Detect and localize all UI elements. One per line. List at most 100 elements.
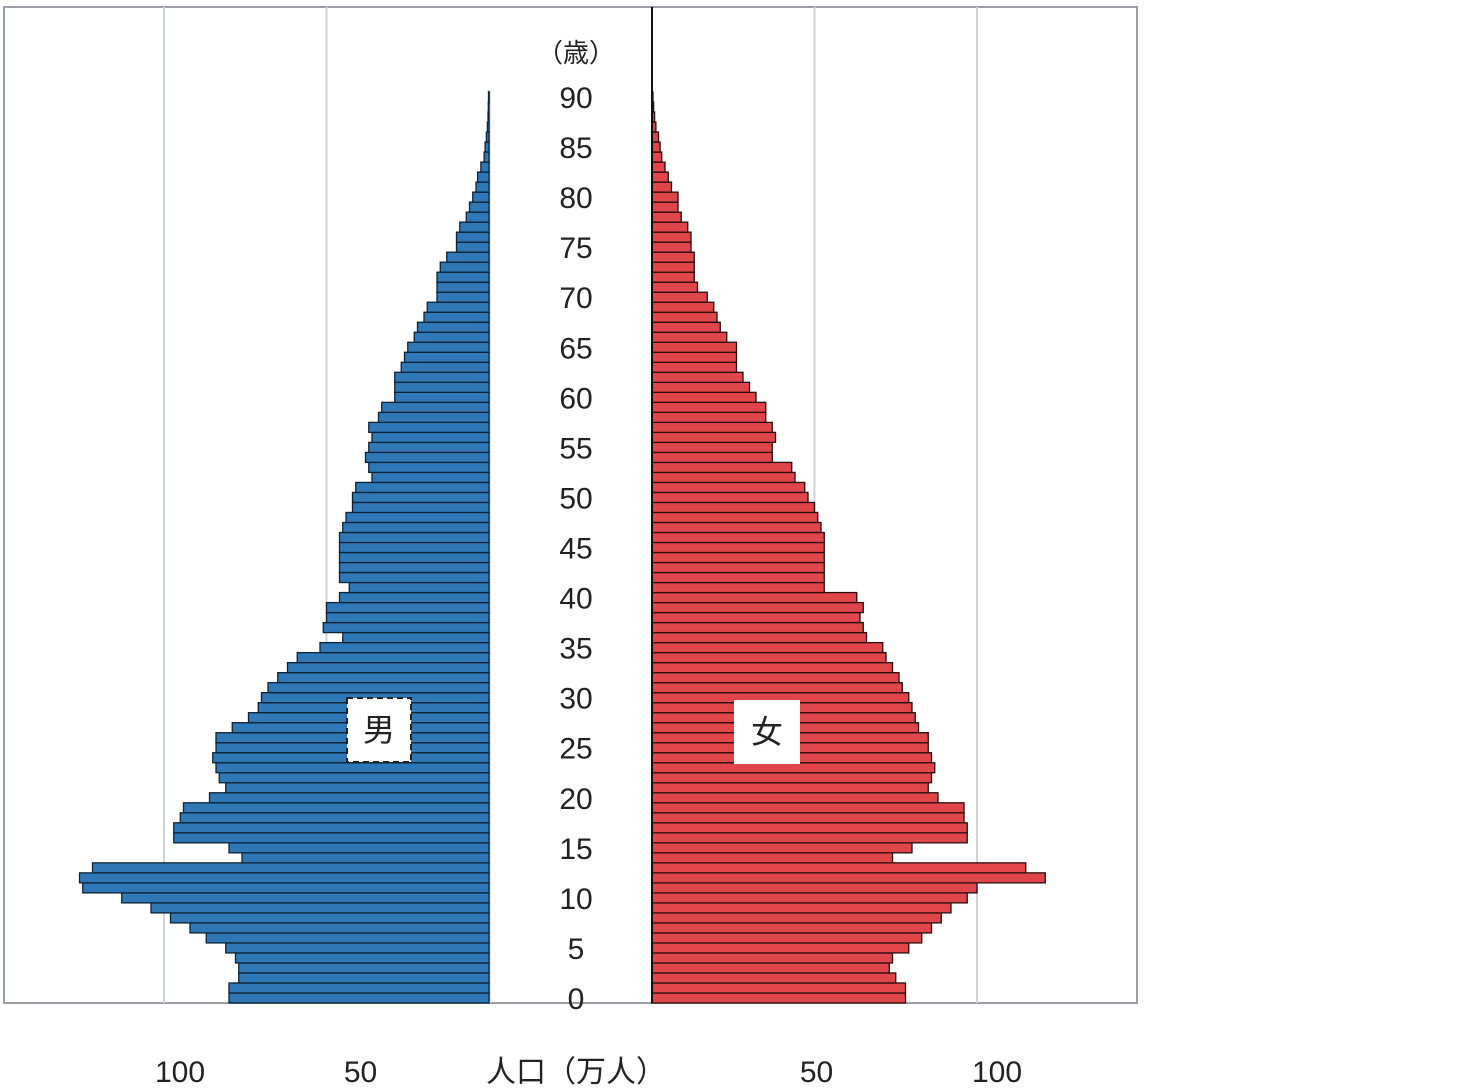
age-tick-25: 25 <box>559 733 592 766</box>
male-bar-age-17 <box>173 822 490 834</box>
female-bar-age-64 <box>651 351 738 363</box>
female-bar-age-79 <box>651 201 679 213</box>
female-bar-age-13 <box>651 862 1027 874</box>
female-bar-age-69 <box>651 301 715 313</box>
female-bar-age-58 <box>651 411 767 424</box>
female-bar-age-14 <box>651 852 894 864</box>
male-bar-age-18 <box>179 812 490 824</box>
female-bar-age-66 <box>651 331 728 343</box>
male-bar-age-51 <box>355 481 490 494</box>
male-bar-age-64 <box>403 351 490 363</box>
male-label: 男 <box>363 711 395 749</box>
male-bar-age-14 <box>241 852 490 864</box>
female-bar-age-6 <box>651 932 923 944</box>
female-bar-age-8 <box>651 912 942 924</box>
male-bar-age-3 <box>238 962 490 974</box>
female-bar-age-37 <box>651 621 864 634</box>
male-bars <box>78 91 490 1004</box>
male-bar-age-71 <box>436 281 490 293</box>
female-bar-age-83 <box>651 161 666 173</box>
plot-frame <box>3 6 1138 1004</box>
female-bar-age-44 <box>651 551 825 564</box>
male-bar-age-50 <box>351 491 490 504</box>
female-bar-age-73 <box>651 261 695 273</box>
female-bar-age-16 <box>651 832 968 844</box>
y-unit-label: （歳） <box>537 39 615 69</box>
female-bar-age-71 <box>651 281 699 293</box>
male-bar-age-60 <box>394 391 490 403</box>
male-bar-age-22 <box>218 772 490 784</box>
female-bar-age-60 <box>651 391 757 403</box>
age-tick-20: 20 <box>559 783 592 816</box>
male-bar-age-34 <box>296 651 490 664</box>
male-bar-age-32 <box>277 671 490 684</box>
male-bar-age-81 <box>475 181 490 193</box>
female-bar-age-43 <box>651 561 825 574</box>
female-bar-age-5 <box>651 942 910 954</box>
female-bar-age-78 <box>651 211 682 223</box>
x-tick-female-100: 100 <box>972 1056 1022 1089</box>
female-bar-age-7 <box>651 922 933 934</box>
female-bar-age-9 <box>651 902 952 914</box>
male-bar-age-23 <box>215 762 490 774</box>
male-bar-age-72 <box>436 271 490 283</box>
male-bar-age-38 <box>325 611 490 624</box>
female-bar-age-41 <box>651 581 825 594</box>
female-bar-age-22 <box>651 772 933 784</box>
x-axis-title: 人口（万人） <box>486 1055 666 1090</box>
male-bar-age-15 <box>228 842 490 854</box>
female-bar-age-39 <box>651 601 864 614</box>
age-tick-45: 45 <box>559 533 592 566</box>
male-bar-age-70 <box>436 291 490 303</box>
female-bar-age-65 <box>651 341 738 353</box>
male-bar-age-47 <box>342 521 490 534</box>
male-bar-age-48 <box>345 511 490 524</box>
male-bar-age-13 <box>91 862 490 874</box>
female-bar-age-10 <box>651 892 968 904</box>
male-bar-age-49 <box>351 501 490 514</box>
age-tick-85: 85 <box>559 132 592 165</box>
x-tick-labels: 100 50 50 100 <box>155 1056 1022 1089</box>
male-bar-age-0 <box>228 992 490 1004</box>
female-bar-age-2 <box>651 972 897 984</box>
male-bar-age-76 <box>455 231 490 243</box>
male-bar-age-8 <box>169 912 490 924</box>
x-tick-male-100: 100 <box>155 1056 205 1089</box>
male-bar-age-45 <box>338 541 490 554</box>
male-bar-age-16 <box>173 832 490 844</box>
female-bar-age-18 <box>651 812 965 824</box>
male-bar-age-74 <box>446 251 490 263</box>
age-tick-5: 5 <box>568 933 585 966</box>
male-bar-age-36 <box>342 631 490 644</box>
female-bar-age-76 <box>651 231 692 243</box>
male-bar-age-52 <box>371 471 490 484</box>
female-bars <box>651 91 1046 1004</box>
female-bar-age-75 <box>651 241 692 253</box>
female-bar-age-50 <box>651 491 809 504</box>
male-bar-age-11 <box>82 882 490 894</box>
female-bar-age-21 <box>651 782 929 794</box>
male-bar-age-87 <box>486 121 490 133</box>
female-bar-age-85 <box>651 141 661 153</box>
male-bar-age-42 <box>338 571 490 584</box>
male-bar-age-12 <box>78 872 490 884</box>
age-tick-70: 70 <box>559 282 592 315</box>
male-bar-age-77 <box>459 221 490 233</box>
female-bar-age-4 <box>651 952 894 964</box>
age-tick-75: 75 <box>559 232 592 265</box>
male-bar-age-43 <box>338 561 490 574</box>
x-tick-female-50: 50 <box>800 1056 833 1089</box>
male-bar-age-62 <box>394 371 490 383</box>
male-bar-age-21 <box>225 782 490 794</box>
female-bar-age-40 <box>651 591 858 604</box>
female-label: 女 <box>751 713 783 751</box>
female-bar-age-55 <box>651 441 773 454</box>
male-bar-age-46 <box>338 531 490 544</box>
female-bar-age-59 <box>651 401 767 414</box>
female-bar-age-52 <box>651 471 796 484</box>
female-bar-age-17 <box>651 822 968 834</box>
female-bar-age-19 <box>651 802 965 814</box>
age-tick-15: 15 <box>559 833 592 866</box>
